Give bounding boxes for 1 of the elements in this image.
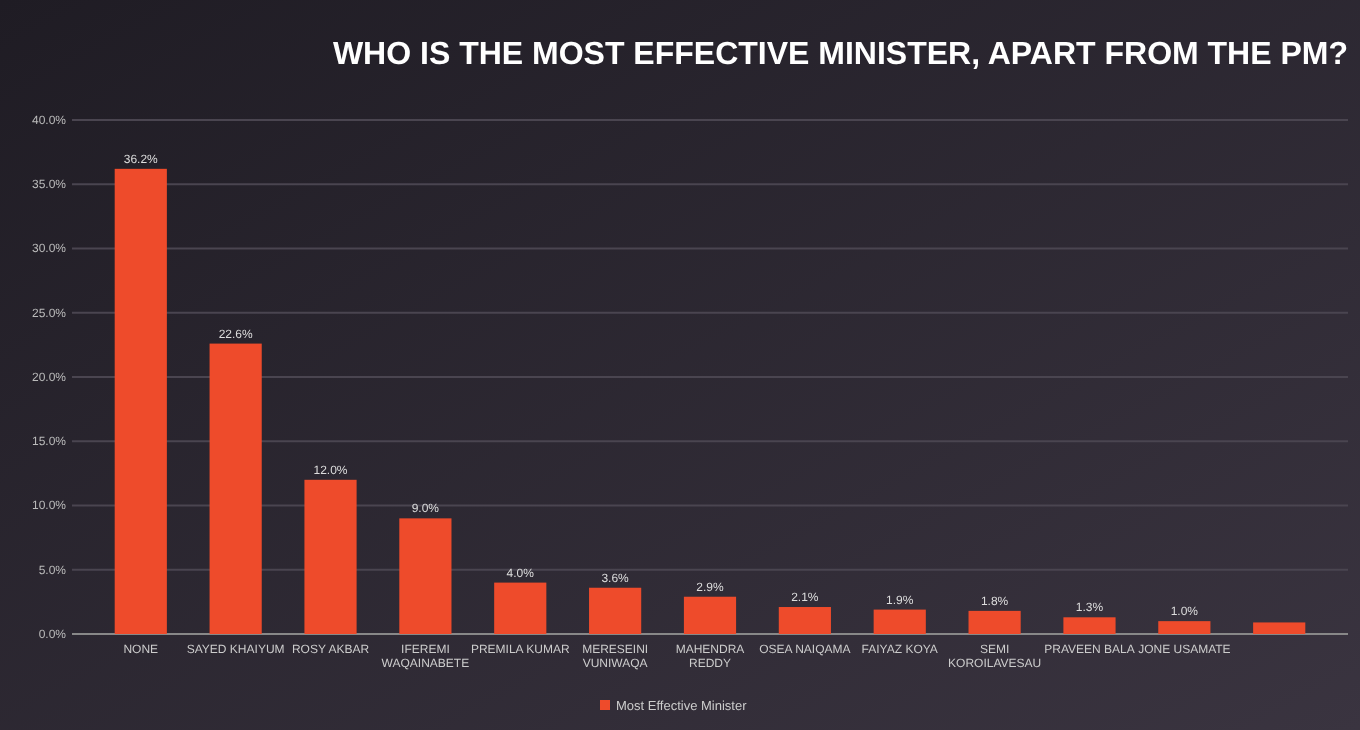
chart-title: WHO IS THE MOST EFFECTIVE MINISTER, APART FROM THE PM? <box>332 38 1348 72</box>
